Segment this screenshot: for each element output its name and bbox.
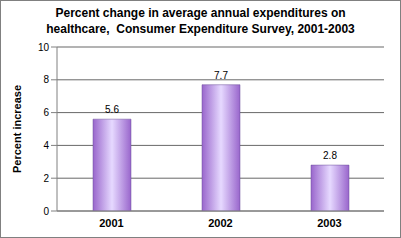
svg-text:7.7: 7.7 (214, 70, 228, 81)
svg-text:2002: 2002 (208, 217, 232, 229)
svg-text:8: 8 (43, 74, 49, 85)
svg-text:2003: 2003 (317, 217, 341, 229)
svg-text:2: 2 (43, 173, 49, 184)
svg-text:0: 0 (43, 206, 49, 217)
svg-text:6: 6 (43, 107, 49, 118)
svg-text:10: 10 (38, 42, 50, 53)
svg-text:2001: 2001 (99, 217, 123, 229)
svg-text:Percent increase: Percent increase (11, 85, 23, 173)
svg-text:4: 4 (43, 140, 49, 151)
svg-text:5.6: 5.6 (105, 104, 119, 115)
svg-text:2.8: 2.8 (323, 150, 337, 161)
html-text:Percent change in average annu: Percent change in average annual expendi… (46, 6, 355, 36)
